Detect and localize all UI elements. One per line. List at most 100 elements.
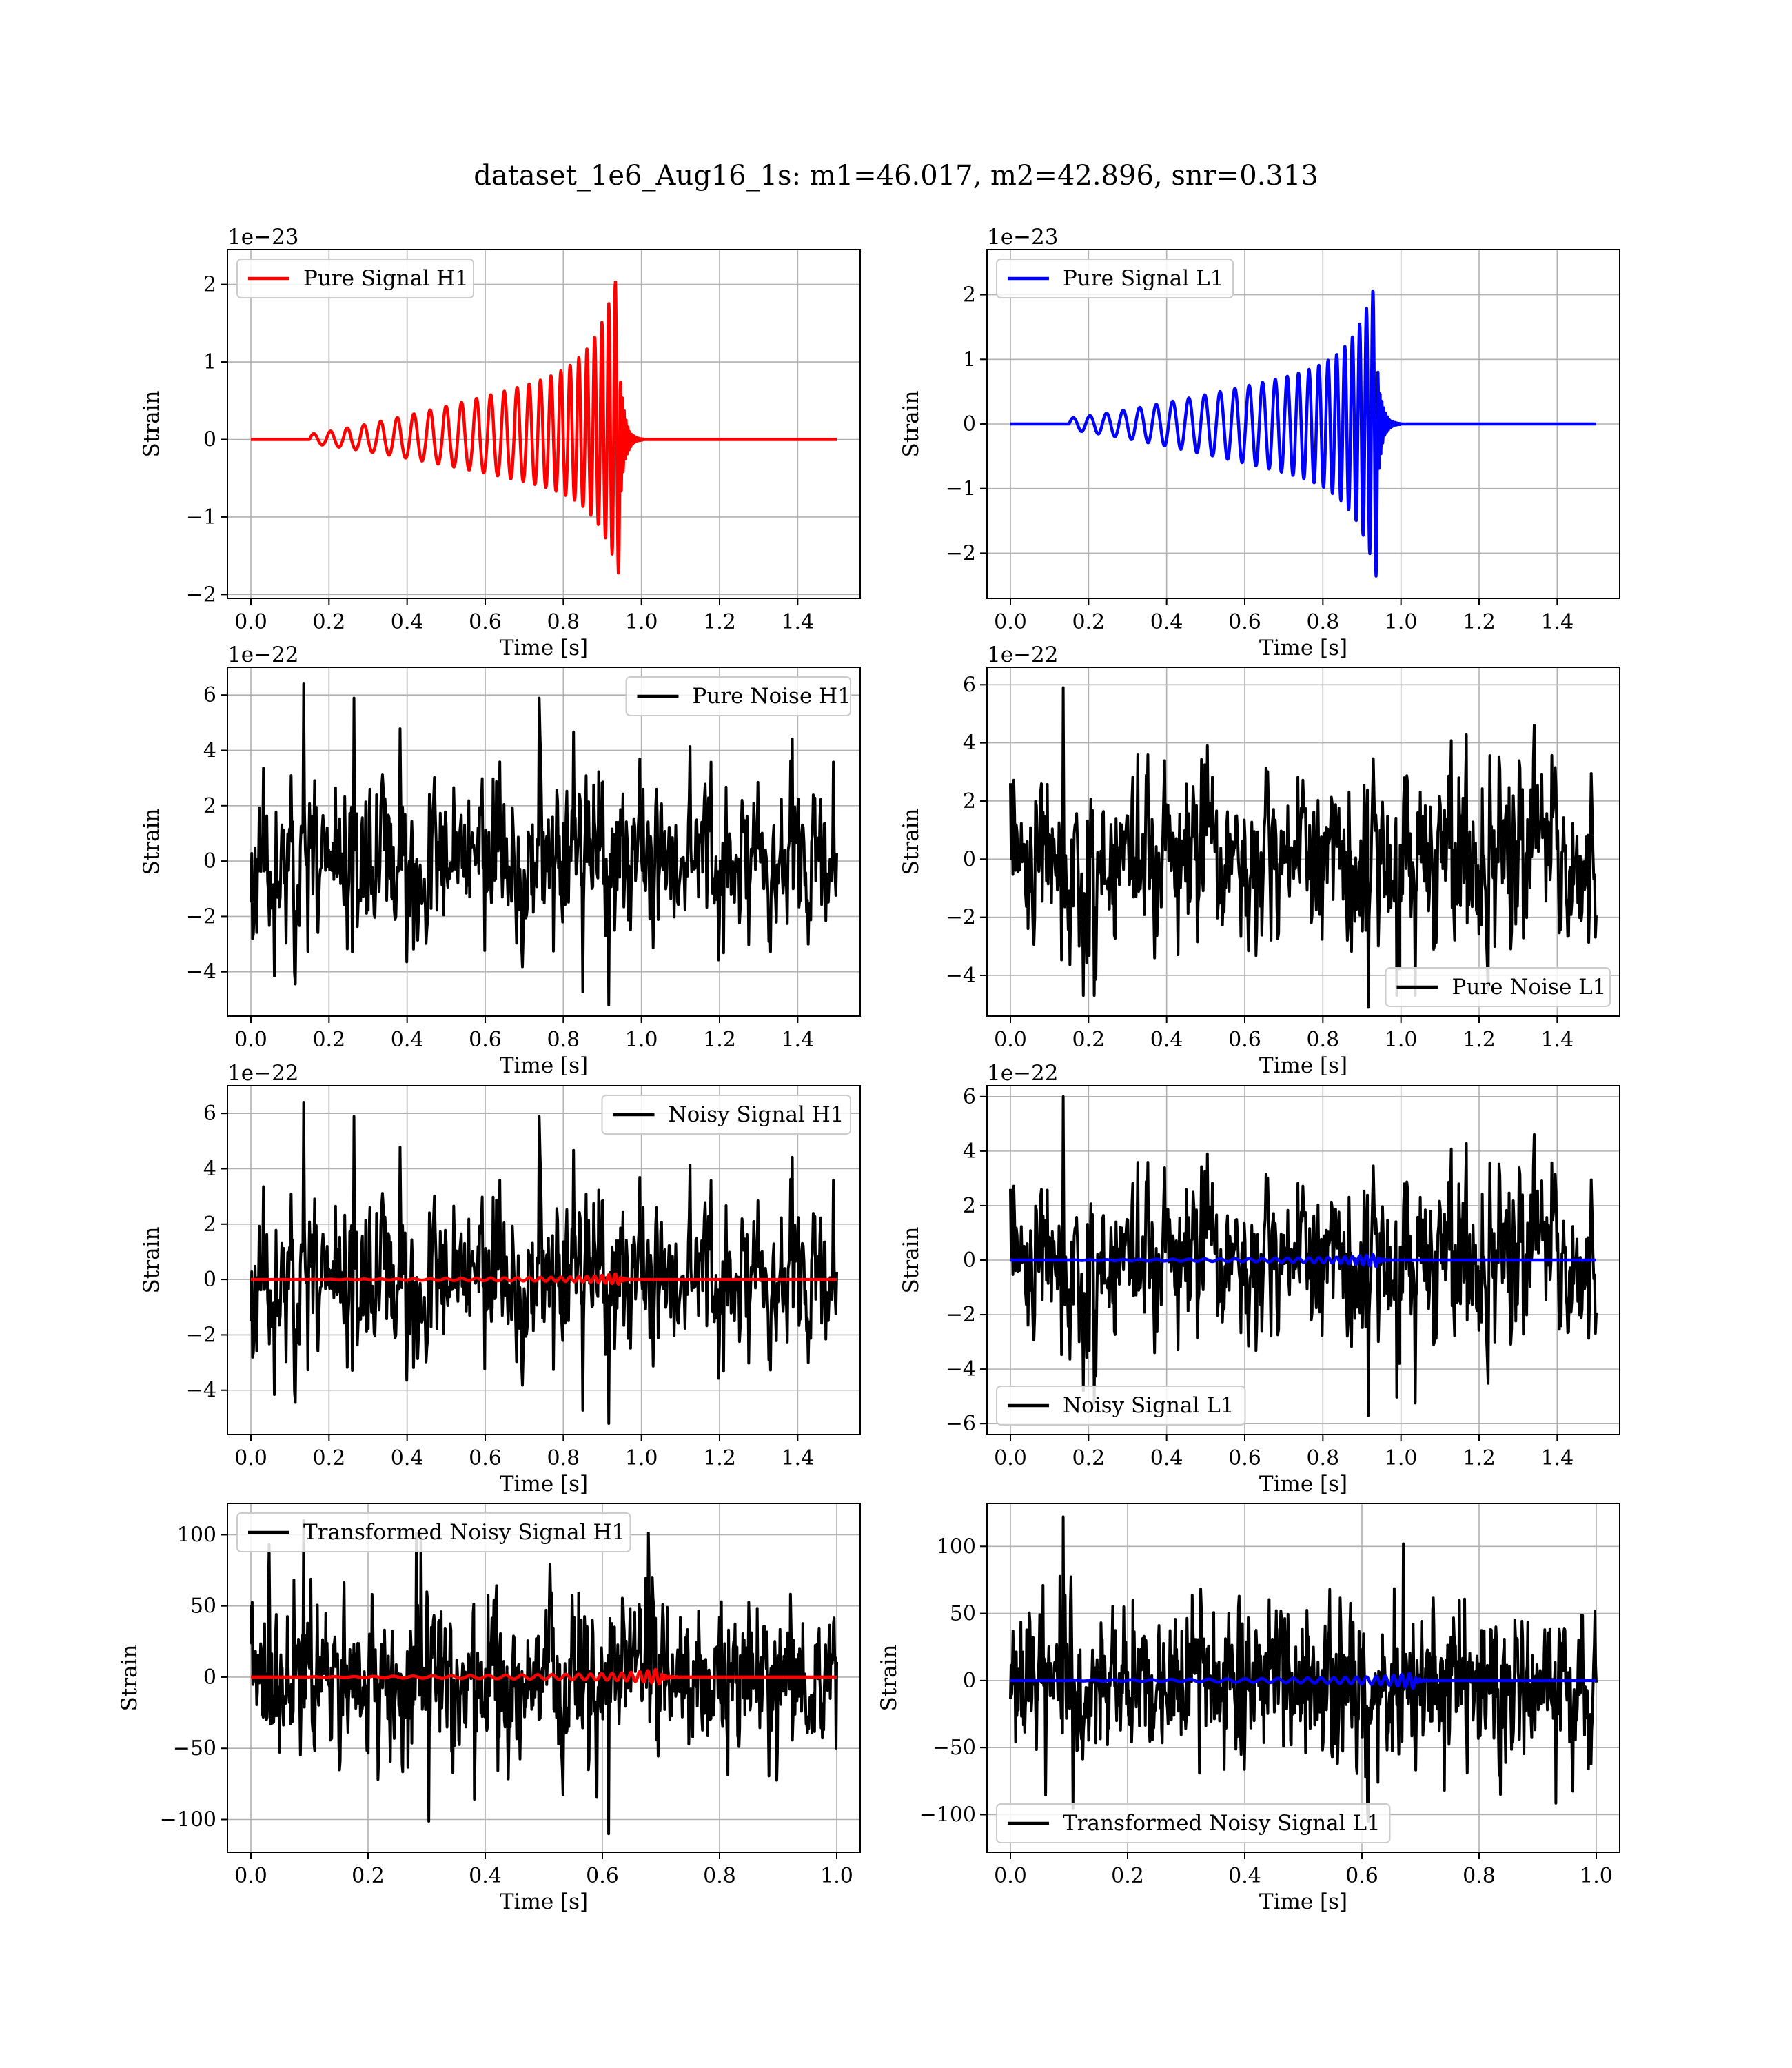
x-axis: 0.0 0.2 0.4 0.6 0.8 1.0 1.2 1.4 <box>994 598 1574 634</box>
x-axis: 0.0 0.2 0.4 0.6 0.8 1.0 1.2 1.4 <box>234 598 814 634</box>
series-line-noisy-signal-h1 <box>250 1101 838 1425</box>
legend-box <box>236 1512 631 1552</box>
y-axis: −4 −2 0 2 4 6 <box>186 1102 227 1403</box>
series-line-signal-overlay <box>1009 1672 1598 1690</box>
y-tick-label: 4 <box>203 738 216 762</box>
x-tick-label: 0.6 <box>469 610 502 634</box>
x-axis-label: Time [s] <box>500 1889 588 1914</box>
legend: Noisy Signal H1 <box>601 1095 851 1135</box>
x-axis: 0.0 0.2 0.4 0.6 0.8 1.0 <box>234 1852 853 1888</box>
y-tick-label: 100 <box>937 1534 976 1559</box>
x-tick-label: 0.6 <box>469 1028 502 1052</box>
x-axis: 0.0 0.2 0.4 0.6 0.8 1.0 1.2 1.4 <box>994 1435 1574 1470</box>
plot-area <box>1009 290 1598 578</box>
y-axis-label: Strain <box>139 1227 164 1294</box>
legend-label: Noisy Signal H1 <box>669 1102 844 1127</box>
series-line-noisy-signal-l1 <box>1009 1095 1598 1417</box>
axes-frame <box>227 1503 861 1853</box>
y-tick-label: −2 <box>946 906 976 930</box>
legend-box <box>236 258 474 298</box>
x-axis-label: Time [s] <box>1259 1053 1347 1078</box>
y-tick-label: 0 <box>203 1268 216 1292</box>
legend-box <box>625 676 851 716</box>
offset-text: 1e−22 <box>987 642 1059 667</box>
x-tick-label: 1.0 <box>625 1446 658 1470</box>
axes-frame <box>986 1503 1620 1853</box>
y-tick-label: −2 <box>946 1303 976 1327</box>
legend: Pure Noise L1 <box>1385 967 1611 1007</box>
x-tick-label: 1.2 <box>1463 1446 1496 1470</box>
y-axis-label: Strain <box>899 1227 924 1294</box>
y-tick-label: 1 <box>963 347 976 372</box>
y-axis: −4 −2 0 2 4 6 <box>186 683 227 984</box>
x-tick-label: 1.2 <box>703 610 736 634</box>
x-axis-label: Time [s] <box>500 1053 588 1078</box>
x-tick-label: 0.4 <box>1228 1864 1261 1888</box>
x-tick-label: 1.4 <box>1540 610 1574 634</box>
y-tick-label: 2 <box>963 1194 976 1218</box>
y-axis-label: Strain <box>877 1645 902 1712</box>
x-axis-label: Time [s] <box>500 1472 588 1497</box>
x-tick-label: 0.0 <box>994 1864 1027 1888</box>
y-tick-label: 2 <box>203 794 216 818</box>
y-tick-label: 2 <box>963 283 976 307</box>
y-tick-label: 4 <box>963 731 976 756</box>
x-tick-label: 0.2 <box>1072 610 1105 634</box>
x-tick-label: 0.6 <box>469 1446 502 1470</box>
y-axis: −100 −50 0 50 100 <box>160 1523 227 1832</box>
legend-label: Pure Noise H1 <box>693 684 851 709</box>
offset-text: 1e−22 <box>227 642 299 667</box>
x-tick-label: 0.8 <box>547 1028 580 1052</box>
y-tick-label: 6 <box>203 683 216 707</box>
plot-area <box>250 682 838 1006</box>
x-tick-label: 0.8 <box>703 1864 736 1888</box>
series-line-pure-signal-h1 <box>250 280 838 575</box>
y-tick-label: −100 <box>160 1807 216 1832</box>
x-tick-label: 1.0 <box>625 1028 658 1052</box>
legend: Noisy Signal L1 <box>996 1386 1246 1426</box>
y-tick-label: 0 <box>963 412 976 436</box>
x-tick-label: 0.6 <box>1228 1028 1261 1052</box>
series-line-transformed-noisy-signal-l1 <box>1009 1515 1598 1823</box>
axes-frame <box>227 667 861 1017</box>
x-tick-label: 0.0 <box>234 610 267 634</box>
y-axis-label: Strain <box>899 809 924 875</box>
y-axis-label: Strain <box>117 1645 142 1712</box>
x-tick-label: 0.0 <box>994 1446 1027 1470</box>
x-tick-label: 0.2 <box>1072 1446 1105 1470</box>
panel-pure-signal-h1: 0.0 0.2 0.4 0.6 0.8 1.0 1.2 1.4 −2 −1 0 1 2 Time [s] S… <box>139 225 861 660</box>
legend-label: Pure Noise L1 <box>1452 975 1607 1000</box>
y-axis: −6 −4 −2 0 2 4 6 <box>946 1085 987 1436</box>
plot-area <box>1009 1515 1598 1823</box>
y-tick-label: −50 <box>933 1736 976 1760</box>
x-axis-label: Time [s] <box>1259 636 1347 660</box>
legend: Pure Signal H1 <box>236 258 474 298</box>
y-tick-label: 100 <box>177 1523 216 1547</box>
y-axis: −4 −2 0 2 4 6 <box>946 673 987 988</box>
x-tick-label: 0.2 <box>1111 1864 1144 1888</box>
plot-area <box>250 1101 838 1425</box>
x-tick-label: 1.0 <box>625 610 658 634</box>
plot-area <box>250 280 838 575</box>
offset-text: 1e−22 <box>987 1061 1059 1086</box>
legend: Pure Noise H1 <box>625 676 851 716</box>
x-tick-label: 0.4 <box>469 1864 502 1888</box>
x-tick-label: 0.2 <box>352 1864 385 1888</box>
x-tick-label: 1.4 <box>781 1446 814 1470</box>
y-tick-label: 0 <box>203 427 216 452</box>
panel-pure-noise-l1: 0.0 0.2 0.4 0.6 0.8 1.0 1.2 1.4 −4 −2 0 2 4 6 Time [s]… <box>899 642 1620 1078</box>
axes-frame <box>227 1085 861 1435</box>
panel-pure-signal-l1: 0.0 0.2 0.4 0.6 0.8 1.0 1.2 1.4 −2 −1 0 1 2 Time [s] S… <box>899 225 1620 660</box>
y-tick-label: −2 <box>186 904 216 929</box>
x-tick-label: 1.0 <box>1580 1864 1613 1888</box>
x-tick-label: 1.4 <box>1540 1446 1574 1470</box>
legend: Pure Signal L1 <box>996 258 1234 298</box>
y-tick-label: −4 <box>946 1357 976 1381</box>
x-tick-label: 0.8 <box>547 610 580 634</box>
legend-box <box>996 258 1234 298</box>
legend: Transformed Noisy Signal H1 <box>236 1512 631 1552</box>
panels: 0.0 0.2 0.4 0.6 0.8 1.0 1.2 1.4 −2 −1 0 1 2 Time [s] S… <box>117 225 1620 1914</box>
x-axis-label: Time [s] <box>1259 1889 1347 1914</box>
y-tick-label: 0 <box>203 849 216 873</box>
